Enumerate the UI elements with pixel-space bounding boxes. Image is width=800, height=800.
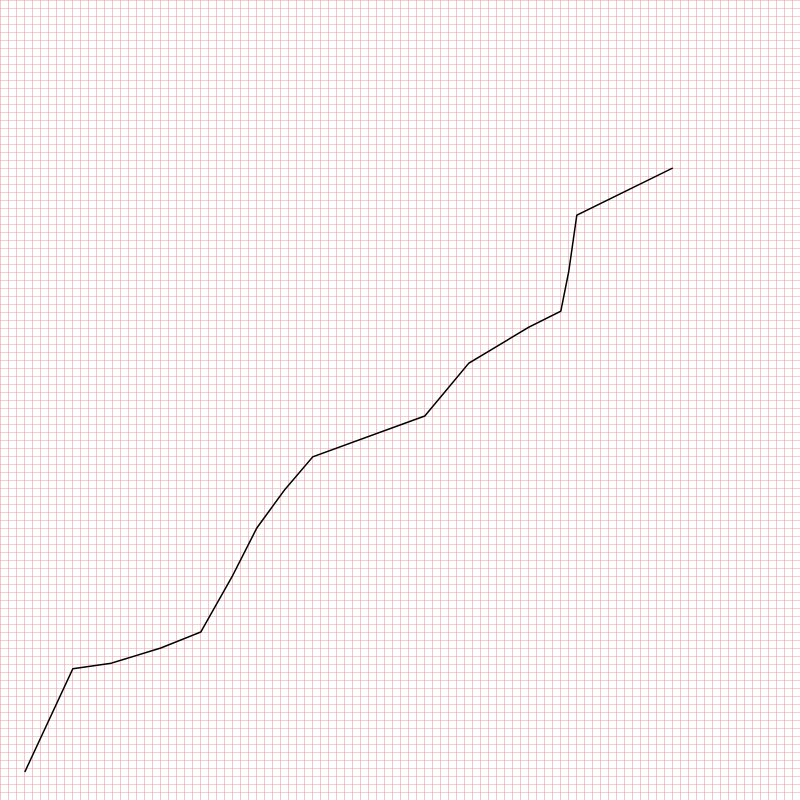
series-line-0: [24, 167, 674, 773]
series-layer: [24, 167, 674, 773]
